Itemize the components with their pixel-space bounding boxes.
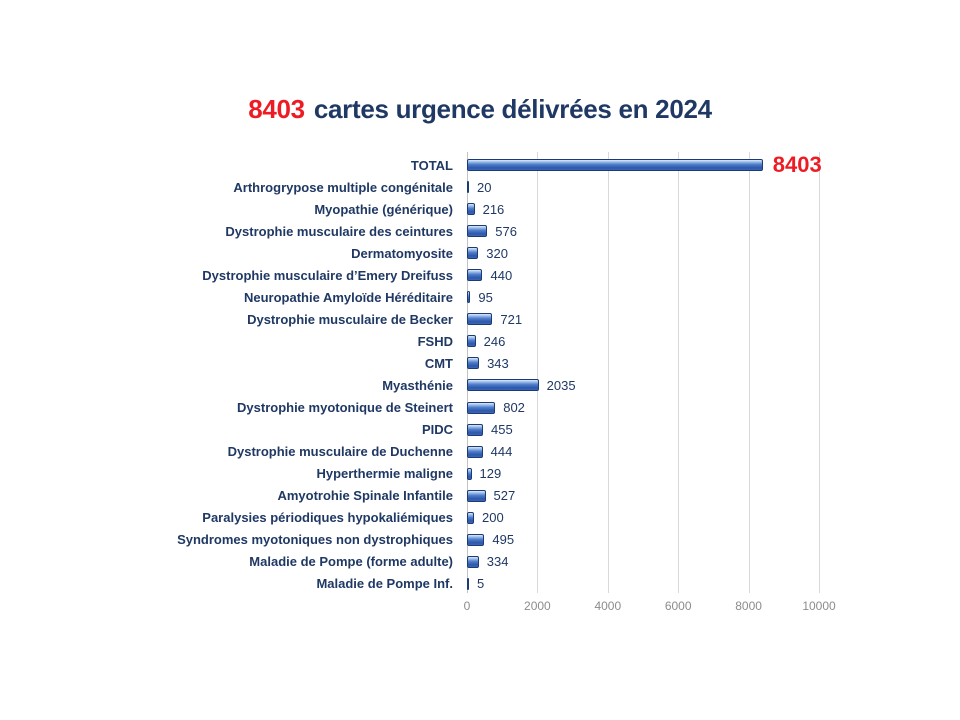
- value-label: 5: [477, 576, 485, 592]
- x-tick-label: 6000: [664, 599, 692, 613]
- chart-row: Amyotrohie Spinale Infantile 527: [0, 485, 960, 507]
- category-label: TOTAL: [410, 157, 453, 173]
- value-label: 343: [487, 355, 509, 371]
- chart-row: FSHD 246: [0, 330, 960, 352]
- value-label: 495: [492, 532, 515, 548]
- value-label: 455: [491, 422, 513, 438]
- bar: [467, 445, 483, 458]
- bar: [467, 401, 496, 414]
- bar: [467, 357, 480, 370]
- x-tick-label: 8000: [735, 599, 762, 613]
- category-label: Neuropathie Amyloïde Héréditaire: [243, 289, 453, 305]
- gridline: [678, 152, 680, 593]
- value-label: 721: [500, 311, 523, 327]
- value-label: 216: [482, 201, 505, 217]
- value-label: 246: [483, 333, 506, 349]
- category-label: Hyperthermie maligne: [316, 466, 453, 482]
- bar: [467, 379, 539, 392]
- bar: [467, 533, 485, 546]
- value-label: 440: [490, 267, 513, 283]
- x-tick-label: 0: [463, 599, 471, 613]
- chart-row: Dermatomyosite 320: [0, 242, 960, 264]
- category-label: Amyotrohie Spinale Infantile: [277, 488, 453, 504]
- category-label: Myasthénie: [382, 377, 453, 393]
- bar-chart-rows: TOTAL 8403 Arthrogrypose multiple congénit…: [0, 152, 960, 595]
- value-label: 334: [486, 554, 509, 570]
- gridline: [537, 152, 539, 593]
- y-axis-line: [467, 152, 468, 593]
- value-label: 527: [493, 488, 516, 504]
- bar: [467, 313, 493, 326]
- chart-row: TOTAL 8403: [0, 152, 960, 178]
- chart-title: 8403 cartes urgence délivrées en 2024: [0, 94, 960, 125]
- value-label: 200: [482, 510, 504, 526]
- chart-row: Dystrophie musculaire de Becker 721: [0, 308, 960, 330]
- gridline: [607, 152, 609, 593]
- chart-row: Dystrophie musculaire d’Emery Dreifuss 44…: [0, 264, 960, 286]
- value-label: 802: [503, 400, 525, 416]
- x-tick-label: 2000: [524, 599, 551, 613]
- value-label: 576: [495, 223, 517, 239]
- bar: [467, 247, 479, 260]
- category-label: Dystrophie musculaire d’Emery Dreifuss: [202, 267, 453, 283]
- value-label: 2035: [546, 377, 576, 393]
- category-label: Myopathie (générique): [314, 201, 453, 217]
- category-label: PIDC: [421, 422, 453, 438]
- category-label: Maladie de Pompe (forme adulte): [249, 554, 453, 570]
- bar: [467, 511, 475, 524]
- chart-row: CMT 343: [0, 352, 960, 374]
- bar: [467, 203, 475, 216]
- chart-row: Myasthénie 2035: [0, 374, 960, 396]
- x-axis-tick-labels: 0 2000 4000 6000 8000 10000: [463, 599, 836, 615]
- x-tick-label: 4000: [594, 599, 622, 613]
- bar: [467, 159, 763, 172]
- category-label: Dystrophie musculaire de Duchenne: [227, 444, 453, 460]
- chart-row: Syndromes myotoniques non dystrophiques 4…: [0, 529, 960, 551]
- bar: [467, 269, 483, 282]
- value-label: 129: [479, 466, 502, 482]
- bar: [467, 423, 484, 436]
- x-tick-label: 10000: [802, 599, 836, 613]
- category-label: Paralysies périodiques hypokaliémiques: [202, 510, 453, 526]
- bar: [467, 335, 476, 348]
- bar: [467, 225, 488, 238]
- bar: [467, 489, 486, 502]
- bar: [467, 555, 479, 568]
- gridlines: [467, 152, 820, 593]
- category-label: FSHD: [417, 333, 453, 349]
- value-label: 320: [486, 245, 508, 261]
- chart-row: Arthrogrypose multiple congénitale 20: [0, 176, 960, 198]
- category-label: Dystrophie myotonique de Steinert: [237, 400, 453, 416]
- chart-row: Dystrophie musculaire de Duchenne 444: [0, 441, 960, 463]
- value-label: 444: [490, 444, 513, 460]
- chart-row: Myopathie (générique) 216: [0, 198, 960, 220]
- category-label: CMT: [424, 355, 453, 371]
- chart-row: Hyperthermie maligne 129: [0, 463, 960, 485]
- category-label: Maladie de Pompe Inf.: [316, 576, 453, 592]
- title-text: cartes urgence délivrées en 2024: [313, 94, 712, 124]
- chart-row: Paralysies périodiques hypokaliémiques 20…: [0, 507, 960, 529]
- gridline: [819, 152, 820, 593]
- value-label: 95: [478, 289, 493, 305]
- chart-row: PIDC 455: [0, 419, 960, 441]
- bar: [467, 467, 472, 480]
- chart-row: Dystrophie musculaire des ceintures 576: [0, 220, 960, 242]
- category-label: Syndromes myotoniques non dystrophiques: [177, 532, 453, 548]
- title-total-count: 8403: [248, 94, 305, 124]
- chart-row: Neuropathie Amyloïde Héréditaire 95: [0, 286, 960, 308]
- category-label: Dystrophie musculaire des ceintures: [225, 223, 453, 239]
- value-label: 20: [477, 179, 492, 195]
- category-label: Arthrogrypose multiple congénitale: [233, 179, 453, 195]
- category-label: Dermatomyosite: [351, 245, 453, 261]
- bar: [467, 577, 469, 590]
- chart-row: Maladie de Pompe (forme adulte) 334: [0, 551, 960, 573]
- gridline: [748, 152, 750, 593]
- chart-row: Dystrophie myotonique de Steinert 802: [0, 397, 960, 419]
- value-label: 8403: [772, 152, 822, 178]
- bar: [467, 181, 469, 194]
- bar: [467, 291, 471, 304]
- chart-row: Maladie de Pompe Inf. 5: [0, 573, 960, 595]
- category-label: Dystrophie musculaire de Becker: [247, 311, 453, 327]
